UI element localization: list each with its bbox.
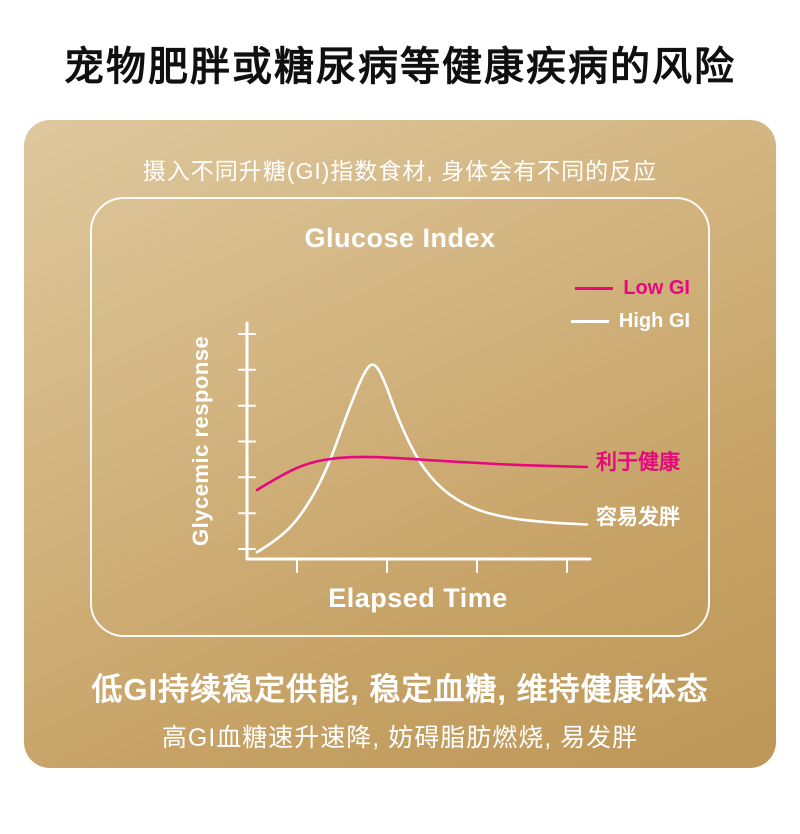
card-subtitle: 摄入不同升糖(GI)指数食材, 身体会有不同的反应 (142, 158, 658, 184)
legend-item-high-gi: High GI (570, 310, 690, 333)
chart-legend: Low GI High GI (570, 277, 690, 333)
legend-label-high-gi: High GI (618, 310, 690, 332)
high-gi-curve (255, 363, 589, 554)
info-card: 摄入不同升糖(GI)指数食材, 身体会有不同的反应 Glucose Index … (24, 120, 776, 768)
card-footer-line1: 低GI持续稳定供能, 稳定血糖, 维持健康体态 (91, 672, 709, 707)
x-axis-label: Elapsed Time (328, 583, 508, 613)
legend-item-low-gi: Low GI (575, 277, 690, 300)
chart-panel: Glucose Index Low GI High GI Glycemic re… (90, 197, 710, 637)
annotation-fattening: 容易发胖 (596, 506, 680, 529)
glucose-line-chart (238, 321, 592, 573)
card-footer-line2: 高GI血糖速升速降, 妨碍脂肪燃烧, 易发胖 (161, 724, 639, 752)
low-gi-line-swatch (575, 287, 614, 290)
x-axis-ticks (296, 558, 568, 573)
high-gi-line-swatch (570, 320, 609, 323)
annotation-healthy: 利于健康 (596, 451, 680, 474)
low-gi-curve (255, 455, 589, 492)
y-axis-ticks (238, 333, 256, 550)
chart-title: Glucose Index (304, 223, 496, 253)
legend-label-low-gi: Low GI (623, 277, 690, 299)
page-title: 宠物肥胖或糖尿病等健康疾病的风险 (64, 45, 736, 89)
